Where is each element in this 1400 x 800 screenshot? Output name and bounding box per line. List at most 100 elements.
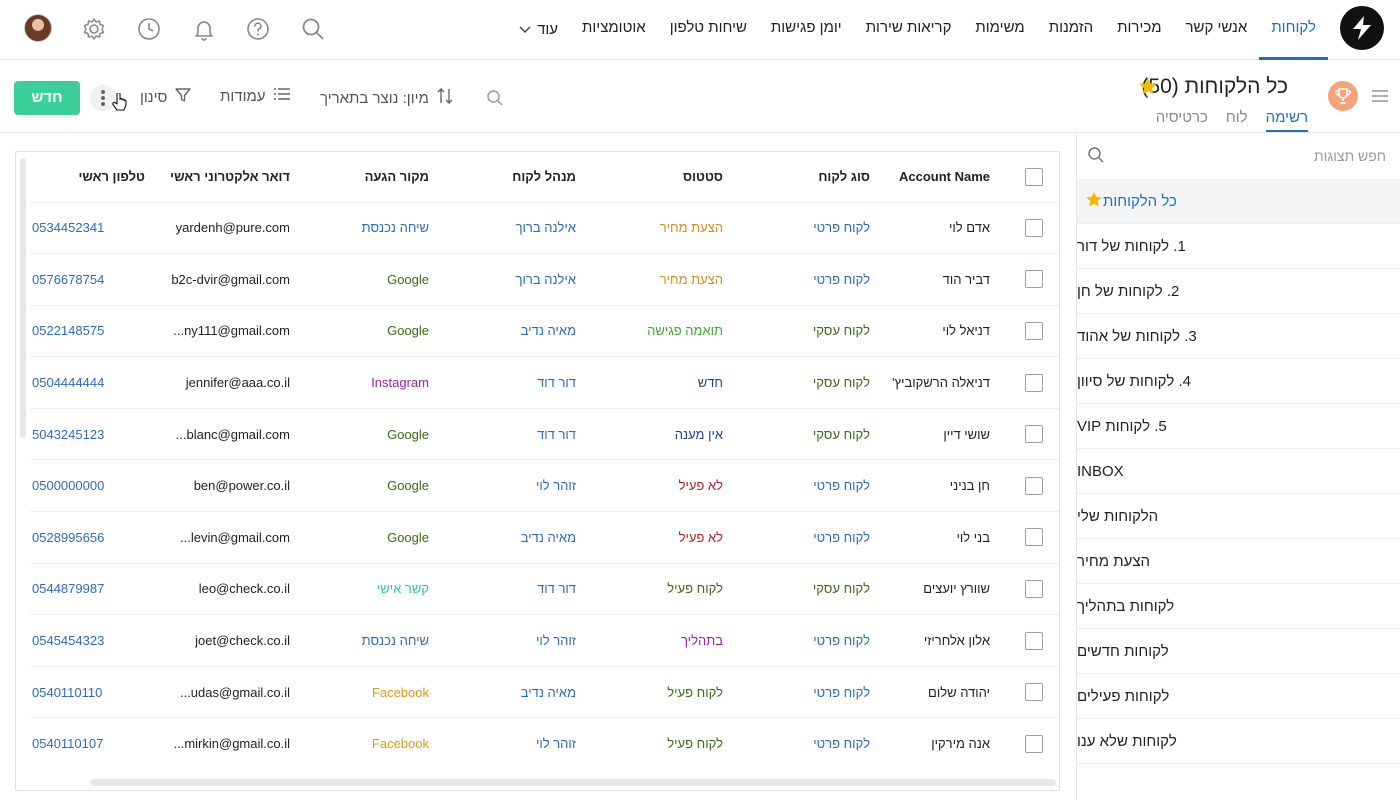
- sidebar-view-item[interactable]: הלקוחות שלי: [1077, 494, 1400, 539]
- row-checkbox[interactable]: [1025, 373, 1043, 392]
- row-checkbox[interactable]: [1025, 425, 1043, 444]
- nav-item-7[interactable]: שיחות טלפון: [669, 19, 747, 36]
- primary-email-cell[interactable]: b2c-dvir@gmail.com: [153, 253, 300, 306]
- account-name-cell[interactable]: אנה מירקין: [888, 717, 1008, 770]
- row-checkbox[interactable]: [1025, 270, 1043, 289]
- customer-type-cell[interactable]: לקוח פרטי: [741, 253, 888, 306]
- nav-item-0[interactable]: לקוחות: [1259, 0, 1328, 60]
- columns-button[interactable]: עמודות: [220, 87, 290, 105]
- account-manager-cell[interactable]: מאיה נדיב: [447, 511, 594, 564]
- sidebar-view-item[interactable]: הצעת מחיר: [1077, 539, 1400, 584]
- status-cell[interactable]: לא פעיל: [594, 511, 741, 564]
- lead-source-cell[interactable]: שיחה נכנסת: [300, 201, 447, 254]
- list-search-icon[interactable]: [486, 89, 504, 112]
- customer-type-cell[interactable]: לקוח פרטי: [741, 459, 888, 512]
- help-icon[interactable]: [245, 16, 271, 42]
- sidebar-view-item[interactable]: לקוחות חדשים: [1077, 629, 1400, 674]
- row-checkbox[interactable]: [1025, 683, 1043, 702]
- table-row[interactable]: דניאלה הרשקוביץ' לקוח עסקי חדש דור דוד Insta…: [30, 356, 1059, 409]
- column-header-primary-phone[interactable]: טלפון ראשי: [78, 169, 145, 185]
- customer-type-cell[interactable]: לקוח פרטי: [741, 201, 888, 254]
- row-checkbox[interactable]: [1025, 579, 1043, 598]
- lead-source-cell[interactable]: Facebook: [300, 717, 447, 770]
- primary-phone-cell[interactable]: 0528995656: [30, 511, 153, 564]
- nav-item-3[interactable]: הזמנות: [1048, 19, 1094, 36]
- row-checkbox[interactable]: [1025, 528, 1043, 547]
- account-manager-cell[interactable]: דור דוד: [447, 356, 594, 409]
- primary-phone-cell[interactable]: 0540110107: [30, 717, 153, 770]
- account-name-cell[interactable]: אדם לוי: [888, 201, 1008, 254]
- status-cell[interactable]: אין מענה: [594, 407, 741, 460]
- nav-more-dropdown[interactable]: עוד: [507, 0, 570, 60]
- table-row[interactable]: שוורץ יועצים לקוח עסקי לקוח פעיל דור דוד קשר…: [30, 562, 1059, 615]
- table-row[interactable]: בני לוי לקוח פרטי לא פעיל מאיה נדיב Google..…: [30, 511, 1059, 564]
- lead-source-cell[interactable]: Google: [300, 511, 447, 564]
- status-cell[interactable]: לקוח פעיל: [594, 562, 741, 615]
- horizontal-scrollbar[interactable]: [90, 779, 1056, 786]
- column-header-account-manager[interactable]: מנהל לקוח: [512, 169, 576, 185]
- account-name-cell[interactable]: חן בניני: [888, 459, 1008, 512]
- account-name-cell[interactable]: שושי דיין: [888, 407, 1008, 460]
- sidebar-view-item[interactable]: 4. לקוחות של סיוון: [1077, 359, 1400, 404]
- nav-item-2[interactable]: מכירות: [1117, 19, 1162, 36]
- status-cell[interactable]: תואמה פגישה: [594, 304, 741, 357]
- primary-email-cell[interactable]: jennifer@aaa.co.il: [153, 356, 300, 409]
- primary-email-cell[interactable]: ...ny111@gmail.com: [153, 304, 300, 357]
- primary-email-cell[interactable]: joet@check.co.il: [153, 614, 300, 667]
- primary-phone-cell[interactable]: 0534452341: [30, 201, 153, 254]
- lead-source-cell[interactable]: Google: [300, 253, 447, 306]
- status-cell[interactable]: לקוח פעיל: [594, 717, 741, 770]
- account-manager-cell[interactable]: זוהר לוי: [447, 717, 594, 770]
- tab-board[interactable]: לוח: [1225, 109, 1248, 126]
- customer-type-cell[interactable]: לקוח פרטי: [741, 717, 888, 770]
- row-checkbox[interactable]: [1025, 476, 1043, 495]
- sort-button[interactable]: מיון: נוצר בתאריך: [320, 87, 453, 109]
- nav-item-1[interactable]: אנשי קשר: [1185, 19, 1248, 36]
- column-header-account-name[interactable]: Account Name: [898, 169, 990, 185]
- primary-phone-cell[interactable]: 0504444444: [30, 356, 153, 409]
- account-name-cell[interactable]: שוורץ יועצים: [888, 562, 1008, 615]
- status-cell[interactable]: הצעת מחיר: [594, 201, 741, 254]
- column-header-primary-email[interactable]: דואר אלקטרוני ראשי: [170, 169, 290, 185]
- sidebar-view-item[interactable]: לקוחות שלא ענו: [1077, 719, 1400, 764]
- primary-email-cell[interactable]: ben@power.co.il: [153, 459, 300, 512]
- star-icon[interactable]: [1085, 191, 1103, 212]
- account-manager-cell[interactable]: אילנה ברוך: [447, 201, 594, 254]
- tab-card[interactable]: כרטיסיה: [1155, 109, 1208, 126]
- select-all-checkbox[interactable]: [1025, 167, 1043, 186]
- table-row[interactable]: יהודה שלום לקוח פרטי לקוח פעיל מאיה נדיב Fac…: [30, 665, 1059, 718]
- sidebar-view-item[interactable]: 5. לקוחות VIP: [1077, 404, 1400, 449]
- table-row[interactable]: דניאל לוי לקוח עסקי תואמה פגישה מאיה נדיב Go…: [30, 304, 1059, 357]
- primary-email-cell[interactable]: ...mirkin@gmail.co.il: [153, 717, 300, 770]
- column-header-lead-source[interactable]: מקור הגעה: [364, 169, 429, 185]
- column-header-customer-type[interactable]: סוג לקוח: [818, 169, 870, 185]
- search-icon[interactable]: [300, 16, 326, 42]
- table-row[interactable]: אלון אלחריזי לקוח פרטי בתהליך זוהר לוי שיחה …: [30, 614, 1059, 667]
- account-name-cell[interactable]: בני לוי: [888, 511, 1008, 564]
- lead-source-cell[interactable]: Facebook: [300, 665, 447, 718]
- account-manager-cell[interactable]: זוהר לוי: [447, 459, 594, 512]
- new-button[interactable]: חדש: [14, 81, 80, 115]
- primary-phone-cell[interactable]: 0500000000: [30, 459, 153, 512]
- tab-list[interactable]: רשימה: [1265, 109, 1308, 132]
- avatar[interactable]: [24, 14, 52, 42]
- row-checkbox[interactable]: [1025, 631, 1043, 650]
- table-row[interactable]: שושי דיין לקוח עסקי אין מענה דור דוד Google.…: [30, 407, 1059, 460]
- primary-email-cell[interactable]: ...udas@gmail.co.il: [153, 665, 300, 718]
- customer-type-cell[interactable]: לקוח עסקי: [741, 304, 888, 357]
- primary-email-cell[interactable]: ...blanc@gmail.com: [153, 407, 300, 460]
- more-options-button[interactable]: [90, 85, 116, 111]
- primary-email-cell[interactable]: yardenh@pure.com: [153, 201, 300, 254]
- row-checkbox[interactable]: [1025, 734, 1043, 753]
- account-manager-cell[interactable]: מאיה נדיב: [447, 304, 594, 357]
- nav-item-4[interactable]: משימות: [975, 19, 1025, 36]
- sidebar-view-item[interactable]: 3. לקוחות של אהוד: [1077, 314, 1400, 359]
- account-name-cell[interactable]: דביר הוד: [888, 253, 1008, 306]
- customer-type-cell[interactable]: לקוח עסקי: [741, 356, 888, 409]
- column-header-status[interactable]: סטטוס: [683, 169, 723, 185]
- sidebar-view-item[interactable]: לקוחות פעילים: [1077, 674, 1400, 719]
- primary-phone-cell[interactable]: 5043245123: [30, 407, 153, 460]
- clock-icon[interactable]: [136, 16, 162, 42]
- lead-source-cell[interactable]: שיחה נכנסת: [300, 614, 447, 667]
- customer-type-cell[interactable]: לקוח עסקי: [741, 407, 888, 460]
